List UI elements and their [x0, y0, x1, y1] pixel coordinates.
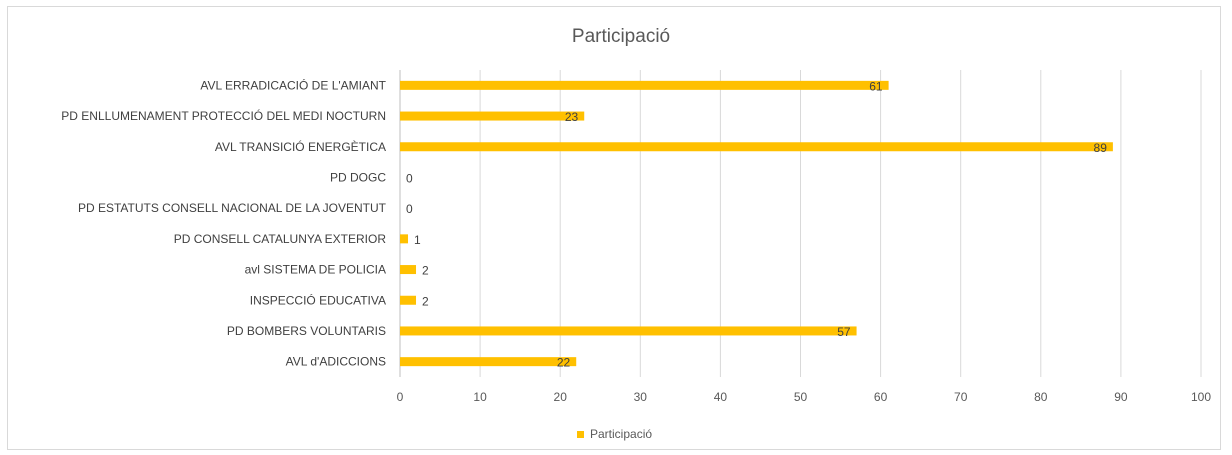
- data-label: 0: [406, 202, 413, 216]
- x-tick-label: 70: [954, 390, 968, 404]
- bar: [400, 295, 417, 305]
- x-tick-label: 30: [634, 390, 648, 404]
- data-label: 57: [837, 325, 851, 339]
- data-label: 61: [869, 79, 883, 93]
- x-tick-label: 100: [1191, 390, 1211, 404]
- data-label: 22: [557, 356, 571, 370]
- legend-swatch: [577, 431, 584, 438]
- data-label: 2: [422, 294, 429, 308]
- bar: [400, 142, 1113, 152]
- data-label: 1: [414, 233, 421, 247]
- category-labels: AVL ERRADICACIÓ DE L'AMIANT PD ENLLUMENAM…: [61, 77, 386, 368]
- gridlines: [399, 70, 1202, 377]
- x-tick-label: 40: [714, 390, 728, 404]
- data-label: 2: [422, 264, 429, 278]
- x-tick-label: 80: [1034, 390, 1048, 404]
- legend-label: Participació: [590, 427, 652, 441]
- data-label: 0: [406, 171, 413, 185]
- category-label: AVL TRANSICIÓ ENERGÈTICA: [215, 139, 386, 154]
- chart-title: Participació: [572, 26, 670, 47]
- category-label: PD ESTATUTS CONSELL NACIONAL DE LA JOVEN…: [78, 201, 387, 215]
- chart-frame: Participació AVL ERRADICACIÓ DE L'AMIANT…: [7, 6, 1221, 450]
- bars: [400, 80, 1113, 367]
- x-tick-label: 20: [554, 390, 568, 404]
- x-tick-label: 90: [1114, 390, 1128, 404]
- bar: [400, 357, 577, 367]
- x-tick-label: 0: [397, 390, 404, 404]
- bar: [400, 326, 857, 336]
- category-label: PD BOMBERS VOLUNTARIS: [227, 324, 386, 338]
- data-label: 23: [565, 110, 579, 124]
- category-label: AVL ERRADICACIÓ DE L'AMIANT: [200, 77, 386, 92]
- category-label: INSPECCIÓ EDUCATIVA: [250, 292, 386, 307]
- category-label: AVL d'ADICCIONS: [286, 355, 386, 369]
- data-label: 89: [1094, 141, 1108, 155]
- x-tick-label: 10: [473, 390, 487, 404]
- bar-chart: Participació AVL ERRADICACIÓ DE L'AMIANT…: [61, 26, 1212, 441]
- legend: Participació: [577, 427, 652, 441]
- bar: [400, 265, 417, 275]
- x-tick-label: 60: [874, 390, 888, 404]
- x-tick-label: 50: [794, 390, 808, 404]
- category-label: PD ENLLUMENAMENT PROTECCIÓ DEL MEDI NOCT…: [61, 108, 386, 123]
- x-axis-tick-labels: 0 10 20 30 40 50 60 70 80 90 100: [397, 390, 1212, 404]
- bar: [400, 111, 585, 121]
- category-label: avl SISTEMA DE POLICIA: [245, 263, 386, 277]
- bar: [400, 234, 409, 244]
- category-label: PD DOGC: [330, 170, 386, 184]
- category-label: PD CONSELL CATALUNYA EXTERIOR: [174, 232, 387, 246]
- bar: [400, 80, 889, 90]
